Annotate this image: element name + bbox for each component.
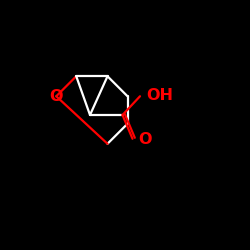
Text: OH: OH (146, 88, 173, 102)
Text: O: O (50, 89, 63, 104)
Text: O: O (138, 132, 151, 148)
